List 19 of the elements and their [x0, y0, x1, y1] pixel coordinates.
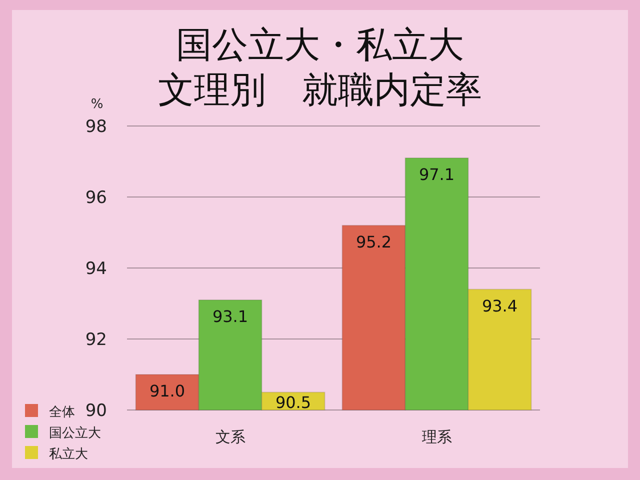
- y-tick-label: 92: [85, 330, 107, 350]
- chart-subtitle: 文理別 就職内定率: [158, 70, 482, 111]
- x-tick-label: 理系: [422, 428, 452, 446]
- legend-label: 国公立大: [49, 425, 101, 441]
- x-tick-label: 文系: [215, 428, 246, 446]
- y-tick-label: 98: [85, 117, 107, 137]
- legend-label: 全体: [49, 405, 75, 420]
- y-axis-title: %: [90, 97, 104, 112]
- data-label: 93.1: [212, 306, 248, 326]
- y-tick-label: 94: [85, 259, 107, 279]
- data-label: 95.2: [356, 232, 392, 252]
- legend-label: 私立大: [49, 446, 88, 462]
- data-label: 90.5: [275, 393, 312, 412]
- data-label: 97.1: [418, 164, 455, 184]
- chart-title: 国公立大・私立大: [176, 25, 464, 66]
- data-label: 93.4: [482, 296, 518, 316]
- y-tick-label: 96: [85, 188, 107, 208]
- y-tick-label: 90: [85, 401, 107, 421]
- data-label: 91.0: [149, 382, 186, 400]
